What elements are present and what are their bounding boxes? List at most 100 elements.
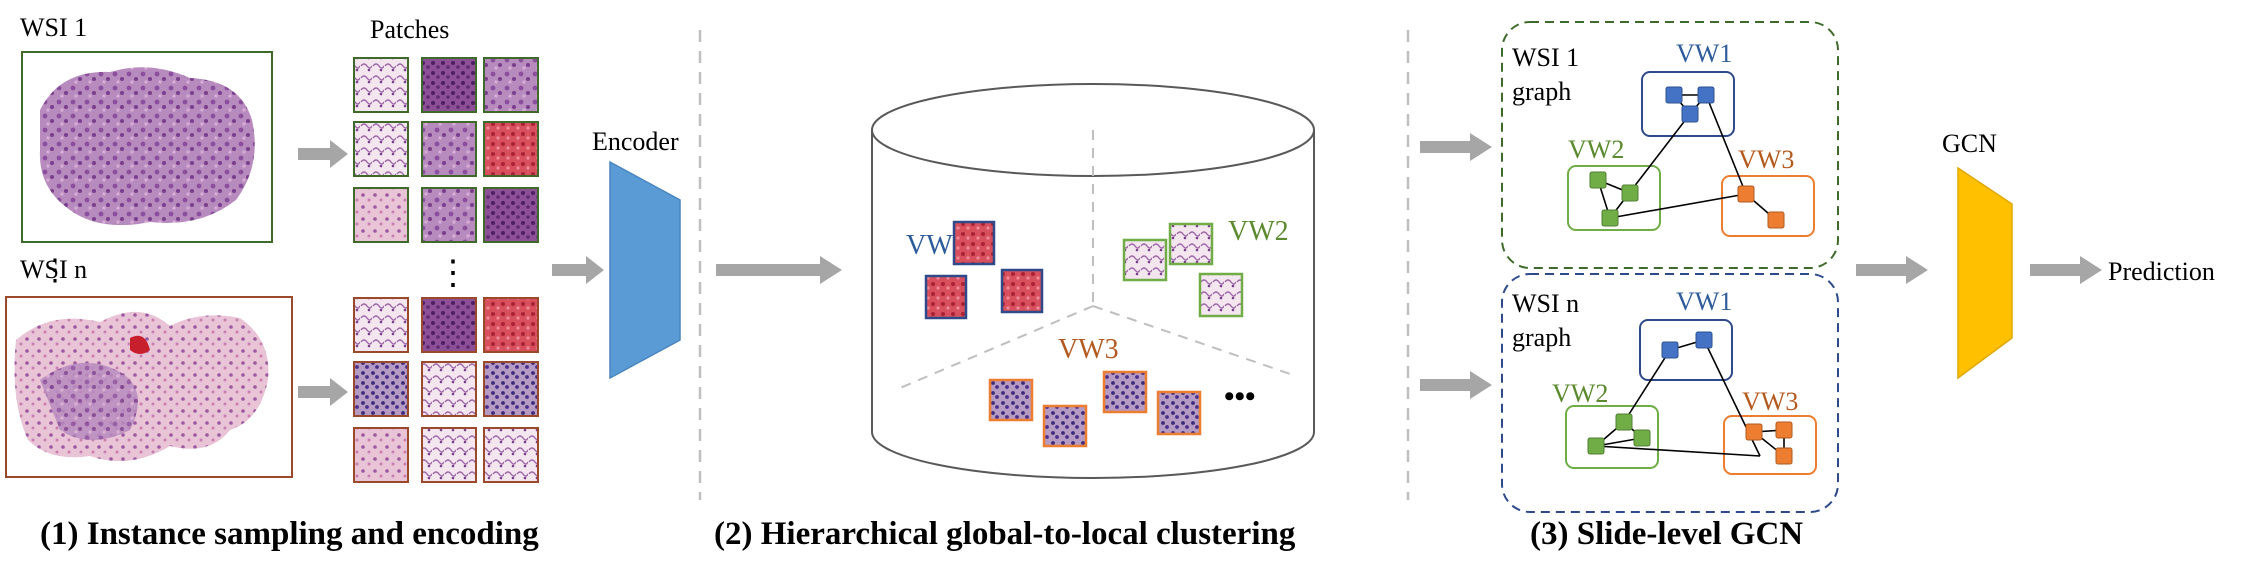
wsi1-to-patches-arrow (298, 140, 348, 168)
graph-node (1695, 331, 1713, 349)
patch (421, 57, 477, 113)
wsin-vw3-label: VW3 (1742, 387, 1798, 416)
graph-node (1775, 421, 1793, 439)
patch (1102, 370, 1148, 414)
wsi1-vw2-label: VW2 (1568, 135, 1624, 164)
gcn-label: GCN (1942, 129, 1997, 158)
vw1-patches (924, 220, 1044, 320)
wsi1-vw2-box (1567, 165, 1661, 231)
wsi1-graph: WSI 1 graph VW1 VW2 VW3 (1501, 21, 1839, 269)
gcn-to-prediction-arrow (2030, 256, 2102, 284)
graph-node (1697, 86, 1715, 104)
patch (1156, 390, 1202, 436)
stage3: WSI 1 graph VW1 VW2 VW3 (1420, 21, 2215, 552)
gcn-trapezoid (1957, 166, 2013, 380)
patch-grid-wsi1 (353, 57, 539, 243)
patch (421, 121, 477, 177)
patch (353, 121, 409, 177)
patch (353, 57, 409, 113)
wsin-tissue-dense (40, 362, 138, 440)
stage2: VW1 VW2 VW3 ••• (2) Hierarchical global-… (714, 83, 1315, 552)
patch (421, 361, 477, 417)
wsin-vw1-label: VW1 (1676, 287, 1732, 316)
patch (353, 361, 409, 417)
clusters-to-graph1-arrow (1420, 133, 1492, 161)
graph-node (1601, 209, 1619, 227)
stage3-caption: (3) Slide-level GCN (1530, 516, 1803, 552)
stage2-caption: (2) Hierarchical global-to-local cluster… (714, 516, 1296, 552)
vw2-patches (1122, 222, 1244, 318)
graph-node (1665, 86, 1683, 104)
wsi1-graph-nodes (1589, 86, 1785, 229)
graph-node (1589, 171, 1607, 189)
encoder-trapezoid (609, 160, 681, 380)
wsin-to-patches-arrow (298, 378, 348, 406)
graph-node (1587, 437, 1605, 455)
graph-node (1633, 429, 1651, 447)
graph-node (1661, 341, 1679, 359)
wsi1-vw1-box (1641, 71, 1735, 137)
patch (1168, 222, 1214, 266)
wsin-vw2-box (1565, 405, 1659, 469)
patches-ellipsis: ⋮ (436, 255, 470, 292)
patch (483, 297, 539, 353)
wsi1-graph-frame (1501, 21, 1839, 269)
wsin-graph-title: WSI n (1512, 289, 1579, 318)
wsi1-label: WSI 1 (20, 13, 87, 42)
wsi1-vw3-box (1721, 175, 1815, 237)
patch (1042, 404, 1088, 448)
patch (1000, 268, 1044, 314)
graph-node (1615, 413, 1633, 431)
patch (483, 121, 539, 177)
wsi1-graph-title: WSI 1 (1512, 43, 1579, 72)
patch-grid-wsin (353, 297, 539, 483)
patch (353, 427, 409, 483)
graphs-to-gcn-arrow (1856, 256, 1928, 284)
graph-node (1775, 447, 1793, 465)
clusters-to-graphn-arrow (1420, 371, 1492, 399)
patch (421, 187, 477, 243)
patch (483, 57, 539, 113)
stage1-caption: (1) Instance sampling and encoding (40, 516, 539, 552)
vw2-cluster-label: VW2 (1228, 216, 1289, 247)
stage1: WSI 1 ⋮ WSI n Patches ⋮ (5, 13, 681, 552)
wsin-vw1-box (1639, 319, 1733, 381)
patch (483, 187, 539, 243)
wsin-graph-subtitle: graph (1512, 323, 1571, 352)
wsi1-vw1-label: VW1 (1676, 39, 1732, 68)
wsin-graph: WSI n graph VW1 VW2 VW3 (1501, 273, 1839, 513)
wsin-tissue-blood (130, 335, 150, 354)
patch (1122, 238, 1168, 282)
patch (988, 378, 1034, 422)
patch (483, 427, 539, 483)
patches-label: Patches (370, 15, 449, 44)
patch (924, 274, 968, 320)
graph-node (1681, 105, 1699, 123)
patch (353, 297, 409, 353)
graph-node (1767, 211, 1785, 229)
wsi1-graph-subtitle: graph (1512, 77, 1571, 106)
encoder-to-clustering-arrow (716, 256, 842, 284)
wsi-ellipsis: ⋮ (40, 254, 70, 287)
graph-node (1621, 184, 1639, 202)
patch (421, 427, 477, 483)
graph-node (1737, 185, 1755, 203)
wsin-vw3-box (1723, 415, 1817, 475)
wsin-label: WSI n (20, 255, 87, 284)
patch (353, 187, 409, 243)
wsin-graph-frame (1501, 273, 1839, 513)
wsin-graph-nodes (1587, 331, 1793, 465)
patch (952, 220, 996, 266)
patches-to-encoder-arrow (552, 256, 604, 284)
cluster-cylinder-body (871, 130, 1315, 479)
vw3-cluster-label: VW3 (1058, 334, 1119, 365)
patch (421, 297, 477, 353)
more-clusters-ellipsis: ••• (1224, 380, 1256, 413)
wsi1-tissue (39, 67, 255, 226)
patch (483, 361, 539, 417)
vw3-patches (988, 370, 1202, 448)
encoder-label: Encoder (592, 127, 679, 156)
graph-node (1745, 423, 1763, 441)
prediction-label: Prediction (2108, 257, 2215, 286)
